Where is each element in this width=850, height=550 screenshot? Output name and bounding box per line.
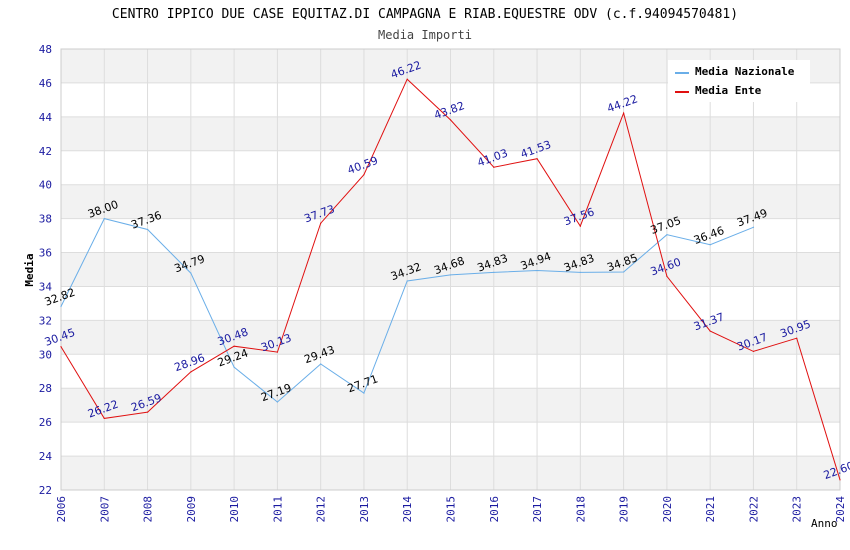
x-tick-label: 2018 <box>574 496 587 523</box>
data-point <box>190 272 192 274</box>
y-tick-label: 28 <box>39 382 52 395</box>
data-point <box>839 479 841 481</box>
data-point <box>752 226 755 228</box>
data-point <box>233 366 235 368</box>
data-point <box>146 228 149 231</box>
data-point <box>623 271 625 273</box>
y-tick-label: 30 <box>39 348 52 361</box>
data-point <box>449 119 452 121</box>
data-point <box>752 350 755 353</box>
data-point <box>60 346 62 348</box>
plot-grid <box>60 48 841 491</box>
data-point <box>363 174 365 176</box>
y-tick-label: 22 <box>39 484 52 497</box>
x-tick-label: 2009 <box>185 496 198 523</box>
data-label-ente: 40.59 <box>346 154 380 177</box>
x-tick-label: 2008 <box>142 496 155 523</box>
y-tick-label: 34 <box>39 280 53 293</box>
x-axis-label: Anno <box>811 517 838 530</box>
y-tick-labels: 22 24 26 28 30 32 34 36 38 40 42 44 46 48 <box>39 43 53 497</box>
x-tick-label: 2017 <box>531 496 544 523</box>
y-tick-label: 24 <box>39 450 53 463</box>
data-label-nazionale: 36.46 <box>692 224 726 247</box>
data-point <box>666 275 668 277</box>
data-point <box>276 401 278 403</box>
data-point <box>579 225 581 227</box>
data-point <box>103 218 105 220</box>
data-point <box>276 351 278 353</box>
y-tick-label: 48 <box>39 43 52 56</box>
x-tick-label: 2024 <box>834 496 847 523</box>
data-point <box>406 280 408 282</box>
x-tick-label: 2016 <box>488 496 501 523</box>
y-tick-label: 38 <box>39 213 52 226</box>
data-point <box>60 305 62 308</box>
data-point <box>493 271 495 273</box>
x-tick-labels: 2006 2007 2008 2009 2010 2011 2012 2013 2014 2015… <box>55 496 847 523</box>
x-tick-label: 2014 <box>401 496 414 523</box>
data-point <box>709 330 711 332</box>
y-tick-label: 36 <box>39 247 52 260</box>
data-point <box>320 363 322 365</box>
data-point <box>190 371 192 373</box>
data-point <box>493 166 495 168</box>
data-point <box>363 392 365 394</box>
data-point <box>536 269 538 272</box>
data-point <box>709 244 711 246</box>
x-tick-label: 2019 <box>618 496 631 523</box>
y-tick-label: 46 <box>39 77 52 90</box>
y-axis-label: Media <box>23 253 36 286</box>
chart-title: CENTRO IPPICO DUE CASE EQUITAZ.DI CAMPAG… <box>112 7 738 22</box>
x-tick-label: 2011 <box>271 496 284 523</box>
data-point <box>233 345 235 347</box>
x-tick-label: 2010 <box>228 496 241 523</box>
x-tick-label: 2006 <box>55 496 68 523</box>
legend-label-ente: Media Ente <box>695 84 762 97</box>
x-tick-label: 2022 <box>747 496 760 523</box>
chart-subtitle: Media Importi <box>378 28 472 42</box>
x-tick-label: 2012 <box>315 496 328 523</box>
data-point <box>579 271 581 273</box>
data-point <box>449 274 452 276</box>
data-label-ente: 44.22 <box>605 92 639 115</box>
y-tick-label: 40 <box>39 179 52 192</box>
data-point <box>666 234 668 236</box>
data-point <box>623 112 625 114</box>
legend-label-nazionale: Media Nazionale <box>695 65 795 78</box>
x-tick-label: 2020 <box>661 496 674 523</box>
x-tick-label: 2023 <box>791 496 804 523</box>
legend-box <box>668 60 810 102</box>
plot-frame <box>60 48 841 491</box>
data-point <box>146 411 149 413</box>
x-tick-label: 2015 <box>445 496 458 523</box>
series-lines <box>60 78 841 481</box>
legend: Media Nazionale Media Ente <box>668 60 810 102</box>
data-point <box>796 337 798 339</box>
data-point <box>320 222 322 224</box>
data-point <box>536 158 538 160</box>
y-tick-label: 44 <box>39 111 53 124</box>
data-point <box>406 78 408 80</box>
x-tick-label: 2013 <box>358 496 371 523</box>
x-tick-label: 2007 <box>98 496 111 523</box>
y-tick-label: 32 <box>39 314 52 327</box>
y-tick-label: 42 <box>39 145 52 158</box>
y-tick-label: 26 <box>39 416 52 429</box>
x-tick-label: 2021 <box>704 496 717 523</box>
data-point <box>103 417 105 420</box>
